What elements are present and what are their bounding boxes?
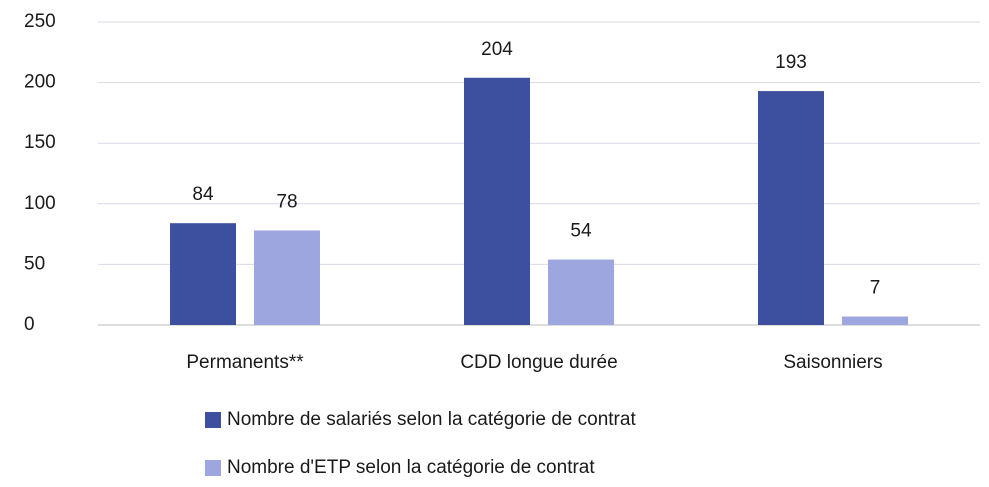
data-label: 84 [192, 184, 214, 205]
y-tick-label: 250 [24, 11, 56, 32]
data-label: 78 [276, 191, 297, 212]
bar [254, 230, 320, 325]
bar [548, 259, 614, 325]
x-tick-label: Permanents** [186, 352, 304, 373]
x-tick-label: Saisonniers [783, 352, 882, 373]
data-label: 204 [481, 39, 513, 60]
x-tick-label: CDD longue durée [460, 352, 617, 373]
legend-label: Nombre d'ETP selon la catégorie de contr… [227, 457, 595, 478]
bar [464, 77, 530, 325]
legend-label: Nombre de salariés selon la catégorie de… [227, 409, 636, 430]
y-tick-label: 150 [24, 132, 56, 153]
y-tick-label: 100 [24, 193, 56, 214]
data-label: 7 [870, 278, 881, 299]
y-tick-label: 0 [24, 314, 35, 335]
legend-swatch [205, 460, 221, 476]
legend-swatch [205, 412, 221, 428]
y-tick-label: 200 [24, 72, 56, 93]
bar [758, 91, 824, 325]
y-tick-label: 50 [24, 253, 45, 274]
bar [842, 316, 908, 325]
bar [170, 223, 236, 325]
data-label: 193 [775, 52, 807, 73]
data-label: 54 [570, 221, 592, 242]
